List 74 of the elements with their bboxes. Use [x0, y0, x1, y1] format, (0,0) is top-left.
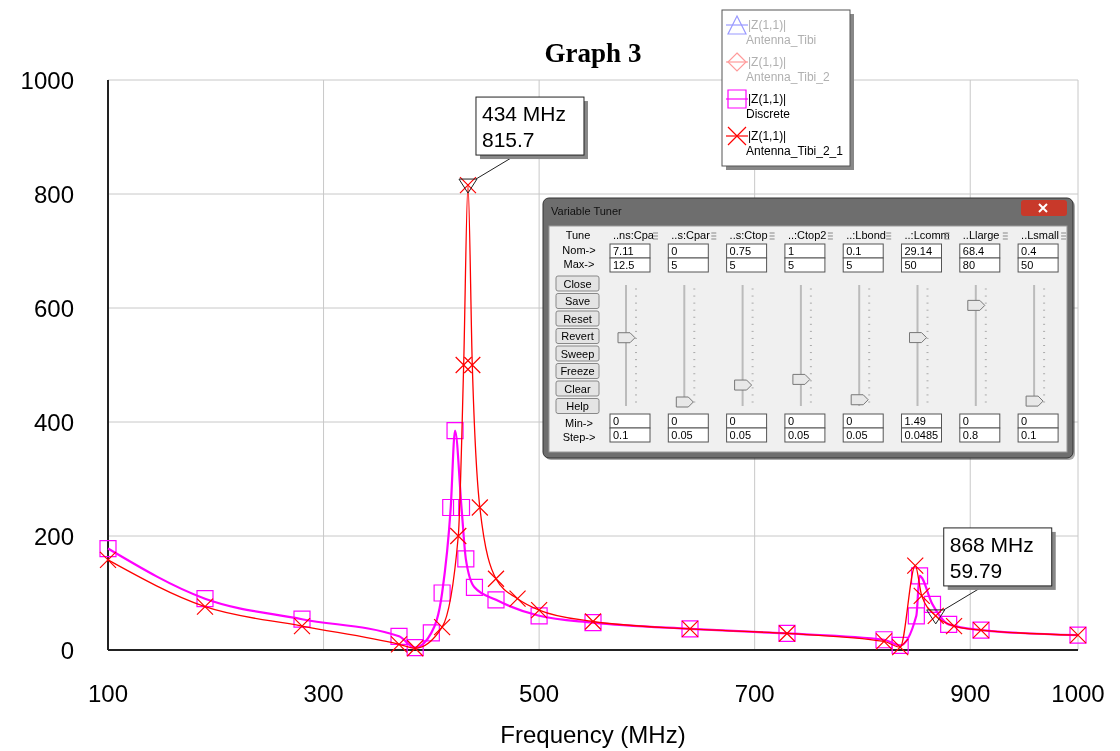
annotation: 80: [962, 259, 976, 271]
annotation: 0: [671, 415, 678, 427]
y-tick-label: 200: [33, 523, 74, 550]
annotation: 0: [787, 415, 795, 427]
annotation: 5: [729, 259, 736, 271]
annotation: 0.1: [613, 429, 629, 441]
annotation: ..Lsmall: [1021, 229, 1060, 241]
annotation: 434 MHz 815.7: [481, 102, 567, 152]
annotation: Max->: [563, 258, 595, 270]
annotation: 50: [1021, 259, 1034, 271]
annotation: ..:Lbond: [846, 229, 886, 241]
annotation: 7.11: [613, 245, 634, 257]
annotation: 0: [962, 415, 969, 427]
annotation: Help: [566, 400, 589, 412]
annotation: 0.05: [846, 429, 868, 441]
annotation: 0.75: [729, 245, 752, 257]
annotation: Save: [564, 295, 591, 307]
annotation: 50: [904, 259, 917, 271]
annotation: 1.49: [904, 415, 926, 427]
annotation: ..Llarge: [962, 229, 1000, 241]
annotation: ..s:Ctop: [729, 229, 768, 241]
annotation: Tune: [565, 229, 591, 241]
annotation: 0: [846, 415, 853, 427]
annotation: Reset: [563, 312, 592, 325]
y-tick-label: 800: [33, 181, 74, 208]
annotation: 0.1: [846, 245, 862, 257]
x-axis-title: Frequency (MHz): [500, 721, 686, 748]
annotation: 0.8: [962, 429, 979, 441]
annotation: Min->: [565, 417, 593, 429]
annotation: 0: [613, 415, 620, 427]
annotation: 868 MHz 59.79: [949, 532, 1034, 582]
y-tick-label: 600: [33, 295, 74, 322]
annotation: Close: [563, 277, 592, 290]
annotation: 0: [1021, 415, 1028, 427]
annotation: Clear: [564, 382, 591, 395]
x-tick-label: 1000: [1051, 680, 1105, 707]
annotation: Freeze: [560, 365, 595, 377]
annotation: 5: [787, 259, 795, 271]
annotation: 12.5: [613, 259, 635, 271]
y-tick-label: 1000: [20, 67, 74, 94]
y-tick-label: 0: [60, 637, 74, 664]
annotation: Revert: [561, 330, 594, 342]
x-tick-label: 500: [519, 680, 560, 707]
legend-label: |Z(1,1)| Antenna_Tibi_2_1: [746, 129, 844, 158]
y-tick-label: 400: [33, 409, 74, 436]
annotation: 0: [729, 415, 736, 427]
annotation: Sweep: [560, 347, 595, 360]
legend-label: |Z(1,1)| Discrete: [746, 92, 791, 121]
annotation: 68.4: [962, 245, 985, 257]
annotation: 0: [671, 245, 678, 257]
annotation: Step->: [562, 431, 596, 443]
annotation: ..s:Cpar: [671, 229, 711, 241]
legend-label: |Z(1,1)| Antenna_Tibi_2: [746, 55, 830, 84]
annotation: 1: [787, 245, 795, 257]
annotation: 0.05: [729, 429, 752, 441]
x-tick-label: 700: [734, 680, 775, 707]
x-tick-label: 100: [87, 680, 129, 707]
annotation: 0.0485: [904, 429, 939, 441]
annotation: ..:Lcomm: [904, 229, 950, 241]
annotation: Variable Tuner: [551, 205, 623, 217]
annotation: Nom->: [562, 244, 596, 256]
annotation: 5: [671, 259, 678, 271]
annotation: ..ns:Cpa: [613, 229, 655, 241]
annotation: 0.05: [787, 429, 810, 441]
chart-title: Graph 3: [544, 38, 642, 68]
annotation: 0.05: [671, 429, 693, 441]
legend-label: |Z(1,1)| Antenna_Tibi: [746, 18, 817, 47]
x-tick-label: 300: [303, 680, 344, 707]
annotation: ..:Ctop2: [787, 229, 827, 241]
x-tick-label: 900: [950, 680, 991, 707]
annotation: 5: [846, 259, 853, 271]
annotation: 0.1: [1021, 429, 1037, 441]
annotation: 0.4: [1021, 245, 1037, 257]
annotation: 29.14: [904, 245, 933, 257]
